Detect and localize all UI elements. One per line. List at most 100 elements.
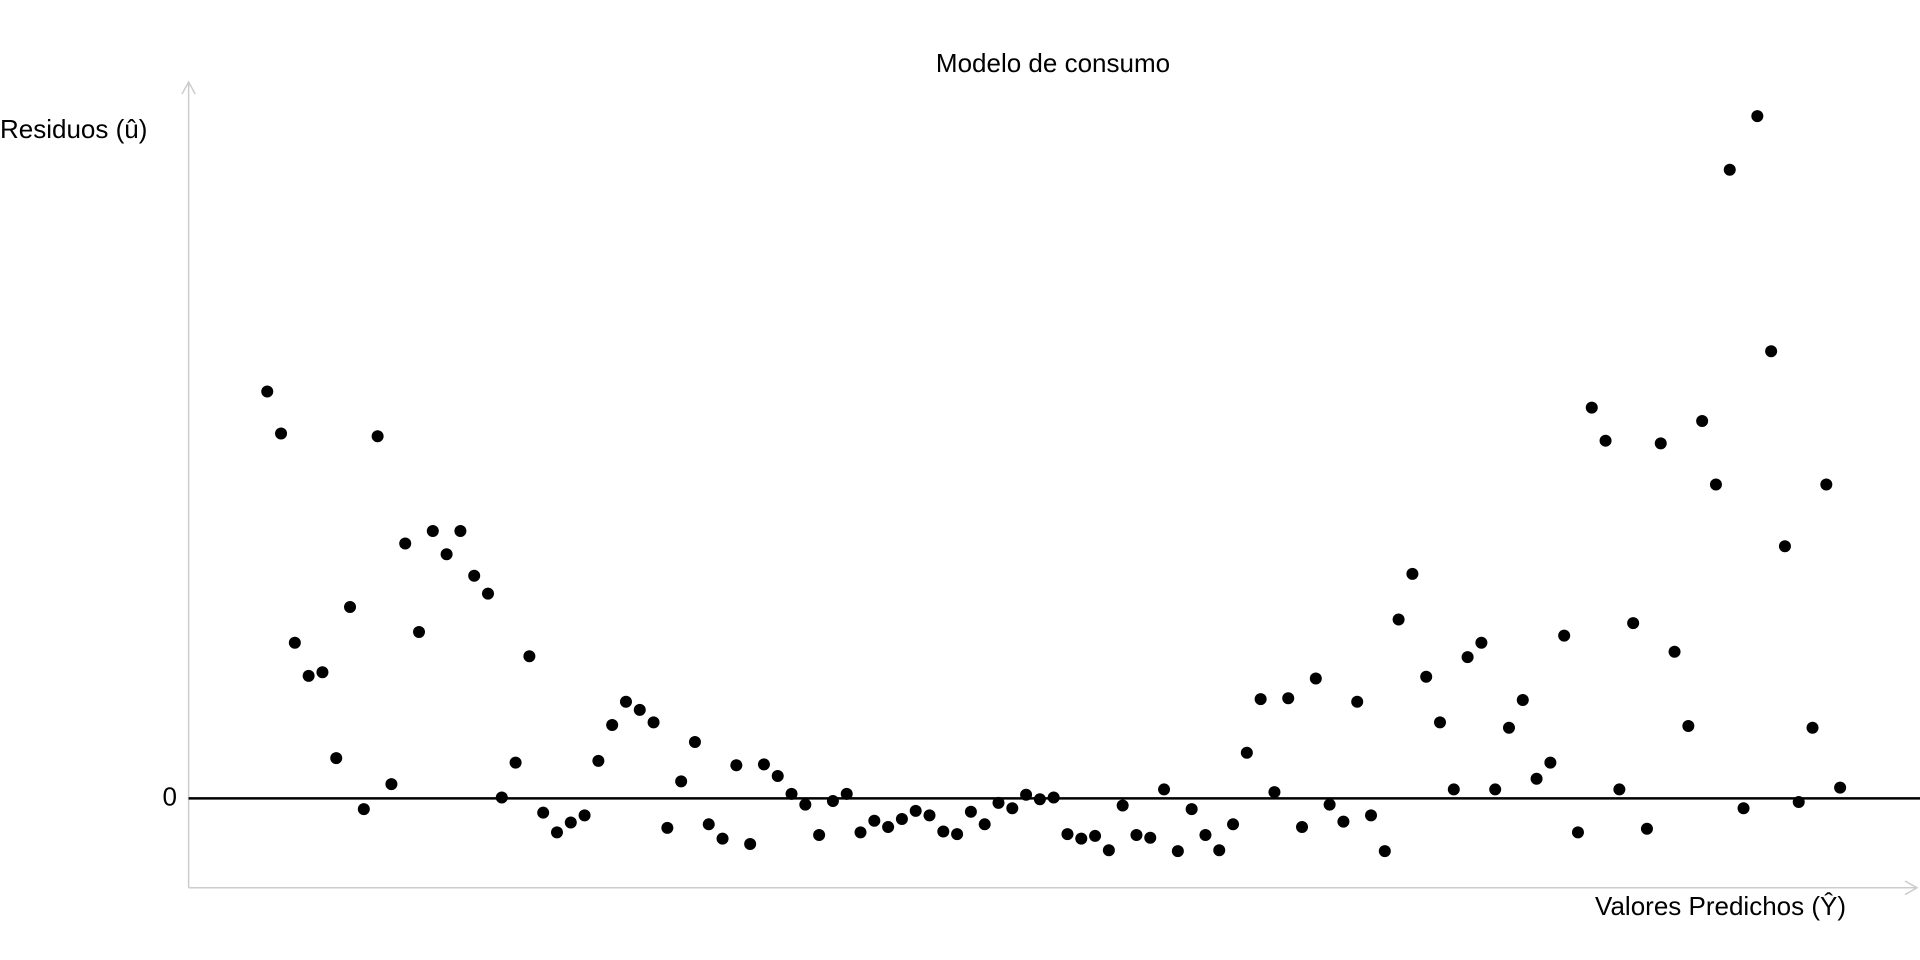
point	[1585, 401, 1598, 414]
point	[1020, 788, 1033, 801]
point	[1489, 783, 1502, 796]
point	[854, 826, 867, 839]
point	[1378, 845, 1391, 858]
point	[426, 525, 439, 538]
point	[399, 537, 412, 550]
point	[951, 828, 964, 841]
point	[1516, 694, 1529, 707]
point	[550, 826, 563, 839]
point	[1158, 783, 1171, 796]
point	[771, 770, 784, 783]
point	[730, 759, 743, 772]
point	[578, 809, 591, 822]
point	[440, 548, 453, 561]
point	[523, 650, 536, 663]
point	[1144, 831, 1157, 844]
point	[1544, 756, 1557, 769]
point	[1047, 791, 1060, 804]
point	[1227, 818, 1240, 831]
point	[1061, 828, 1074, 841]
point	[868, 814, 881, 827]
point	[1599, 434, 1612, 447]
point	[1627, 617, 1640, 630]
point	[413, 626, 426, 639]
point	[1309, 672, 1322, 685]
point	[1282, 692, 1295, 705]
point	[1406, 567, 1419, 580]
point	[992, 796, 1005, 809]
point	[1006, 802, 1019, 815]
point	[1834, 781, 1847, 794]
point	[978, 818, 991, 831]
x-axis-label: Valores Predichos (Ŷ)	[1595, 891, 1846, 921]
point	[468, 569, 481, 582]
point	[675, 775, 688, 788]
point	[1792, 795, 1805, 808]
point	[1737, 802, 1750, 815]
point	[964, 805, 977, 818]
point	[1502, 721, 1515, 734]
point	[330, 752, 343, 765]
point	[495, 791, 508, 804]
point	[1530, 772, 1543, 785]
point	[1571, 826, 1584, 839]
point	[1392, 613, 1405, 626]
point	[1089, 829, 1102, 842]
point	[275, 427, 288, 440]
point	[1447, 783, 1460, 796]
point	[1033, 793, 1046, 806]
point	[1709, 478, 1722, 491]
point	[1185, 803, 1198, 816]
point	[661, 821, 674, 834]
point	[1351, 695, 1364, 708]
point	[564, 816, 577, 829]
y-axis-arrow	[181, 80, 196, 95]
point	[288, 636, 301, 649]
point	[688, 736, 701, 749]
point	[1806, 721, 1819, 734]
point	[633, 703, 646, 716]
point	[647, 716, 660, 729]
point	[1475, 636, 1488, 649]
chart-title: Modelo de consumo	[936, 48, 1170, 78]
point	[1668, 645, 1681, 658]
point	[1323, 798, 1336, 811]
point	[840, 787, 853, 800]
point	[1558, 629, 1571, 642]
point	[1240, 746, 1253, 759]
point	[1751, 110, 1764, 123]
point	[1130, 829, 1143, 842]
point	[826, 795, 839, 808]
point	[1696, 415, 1709, 428]
point	[1296, 820, 1309, 833]
point	[813, 829, 826, 842]
point	[909, 804, 922, 817]
point	[385, 778, 398, 791]
point	[1640, 822, 1653, 835]
point	[537, 806, 550, 819]
point	[316, 666, 329, 679]
point	[757, 758, 770, 771]
point	[302, 669, 315, 682]
point	[1171, 845, 1184, 858]
point	[1613, 783, 1626, 796]
point	[592, 754, 605, 767]
point	[1116, 799, 1129, 812]
point	[1268, 786, 1281, 799]
point	[937, 825, 950, 838]
point	[619, 695, 632, 708]
point	[1102, 844, 1115, 857]
point	[261, 385, 274, 398]
point	[923, 809, 936, 822]
point	[744, 837, 757, 850]
point	[785, 787, 798, 800]
point	[882, 820, 895, 833]
point	[1778, 540, 1791, 553]
point	[1654, 437, 1667, 450]
point	[1723, 163, 1736, 176]
x-axis-arrow	[1904, 880, 1919, 896]
point	[702, 818, 715, 831]
point	[1254, 693, 1267, 706]
y-tick-label: 0	[163, 781, 177, 811]
